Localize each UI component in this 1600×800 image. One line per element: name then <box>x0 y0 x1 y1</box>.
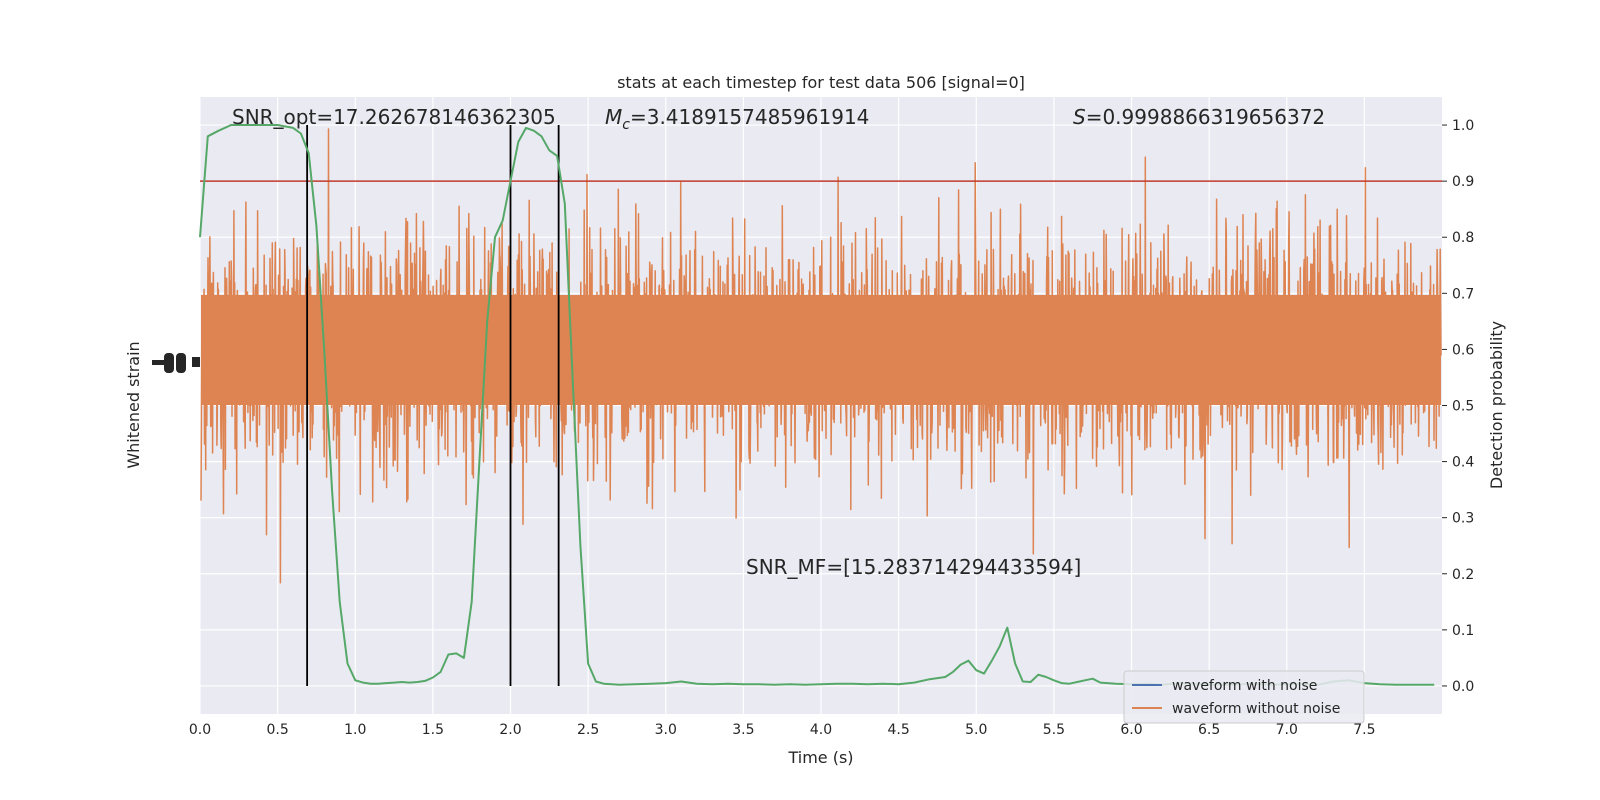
chart-title: stats at each timestep for test data 506… <box>617 73 1025 92</box>
x-tick-label: 1.0 <box>344 722 366 738</box>
vertical-lines <box>306 125 560 686</box>
legend-box <box>1123 670 1365 724</box>
y-tick-label: 0.8 <box>1452 230 1474 246</box>
x-tick-label: 0.0 <box>189 722 211 738</box>
left-tick-blob-1 <box>152 360 166 365</box>
noise-waveform-core <box>201 295 1441 405</box>
legend-label-without-noise: waveform without noise <box>1172 701 1340 717</box>
left-tick-blob-2 <box>164 353 174 373</box>
x-tick-label: 0.5 <box>266 722 288 738</box>
x-axis-label: Time (s) <box>787 748 853 767</box>
y-left-axis-label: Whitened strain <box>124 341 143 468</box>
x-tick-label: 6.5 <box>1198 722 1220 738</box>
y-tick-label: 0.4 <box>1452 455 1474 471</box>
noise-waveform <box>200 128 1442 584</box>
y-right-axis-label: Detection probability <box>1487 321 1506 489</box>
snr-opt-annotation: SNR_opt=17.262678146362305 <box>232 105 556 129</box>
x-tick-label: 4.5 <box>887 722 909 738</box>
y-tick-label: 0.7 <box>1452 286 1474 302</box>
snr-mf-annotation: SNR_MF=[15.283714294433594] <box>746 555 1081 579</box>
y-tick-label: 0.2 <box>1452 567 1474 583</box>
x-tick-label: 3.0 <box>655 722 677 738</box>
mc-symbol: M <box>605 105 622 129</box>
x-tick-label: 3.5 <box>732 722 754 738</box>
x-tick-label: 1.5 <box>422 722 444 738</box>
y-tick-label: 0.0 <box>1452 679 1474 695</box>
y-tick-label: 1.0 <box>1452 118 1474 134</box>
legend: waveform with noise waveform without noi… <box>1123 670 1365 724</box>
y-right-tick-labels: 0.0 0.1 0.2 0.3 0.4 0.5 0.6 0.7 0.8 0.9 1.0 <box>1442 118 1474 695</box>
x-tick-label: 7.5 <box>1353 722 1375 738</box>
x-tick-label: 5.0 <box>965 722 987 738</box>
x-tick-label: 7.0 <box>1276 722 1298 738</box>
mc-subscript: c <box>622 117 630 133</box>
x-tick-label: 2.0 <box>499 722 521 738</box>
overlapping-left-ticks <box>152 353 200 373</box>
s-value: =0.9998866319656372 <box>1086 105 1325 129</box>
legend-label-with-noise: waveform with noise <box>1172 678 1317 694</box>
y-tick-label: 0.6 <box>1452 342 1474 358</box>
x-tick-label: 2.5 <box>577 722 599 738</box>
x-tick-labels: 0.0 0.5 1.0 1.5 2.0 2.5 3.0 3.5 4.0 4.5 5.0 5.5 6.0 6… <box>189 722 1376 738</box>
x-tick-label: 6.0 <box>1120 722 1142 738</box>
y-tick-label: 0.1 <box>1452 623 1474 639</box>
mc-value: =3.4189157485961914 <box>630 105 869 129</box>
mc-annotation: Mc=3.4189157485961914 <box>605 105 869 133</box>
s-annotation: S=0.9998866319656372 <box>1073 105 1325 129</box>
y-tick-label: 0.5 <box>1452 399 1474 415</box>
y-tick-label: 0.9 <box>1452 174 1474 190</box>
left-tick-blob-4 <box>192 357 200 367</box>
x-tick-label: 5.5 <box>1043 722 1065 738</box>
y-tick-label: 0.3 <box>1452 511 1474 527</box>
x-tick-label: 4.0 <box>810 722 832 738</box>
s-symbol: S <box>1073 105 1086 129</box>
left-tick-blob-3 <box>176 353 186 373</box>
